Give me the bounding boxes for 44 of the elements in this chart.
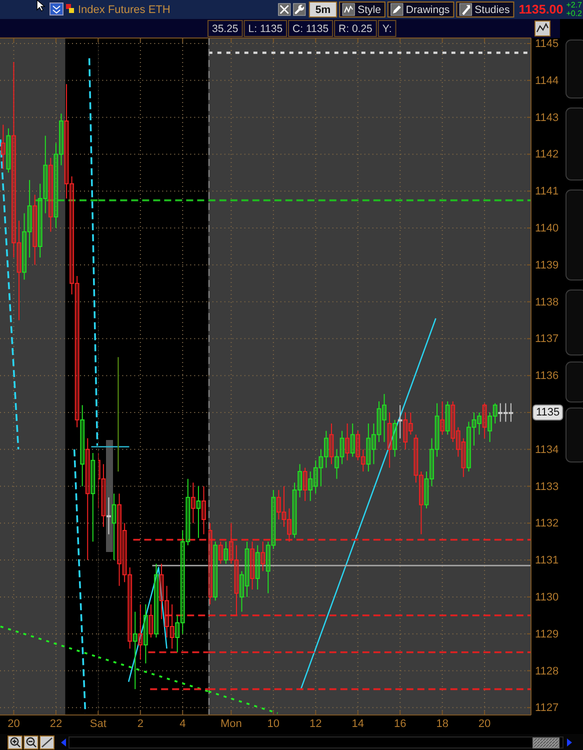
y-tick-label: 1137 — [535, 333, 559, 346]
x-tick-label: Mon — [220, 718, 242, 730]
y-tick-label: 1139 — [535, 259, 559, 272]
x-tick-label: 12 — [310, 718, 322, 730]
text: Drawings — [406, 4, 450, 16]
y-tick-label: 1130 — [535, 591, 559, 604]
text: Studies — [474, 4, 510, 16]
x-tick-label: Sat — [90, 718, 106, 730]
x-tick-label: 16 — [394, 718, 406, 730]
text: 35.25 — [212, 22, 238, 35]
y-tick-label: 1138 — [535, 296, 559, 308]
text: L: 1135 — [248, 22, 283, 35]
text: Y: — [382, 22, 392, 35]
y-tick-label: 1129 — [535, 628, 559, 640]
y-tick-label: 1140 — [535, 222, 559, 235]
y-tick-label: 1141 — [535, 186, 559, 198]
text: C: 1135 — [292, 22, 329, 35]
x-tick-label: 2 — [137, 718, 144, 730]
y-tick-label: 1145 — [535, 38, 559, 50]
y-tick-label: 1133 — [535, 480, 559, 493]
text: 5m — [315, 4, 331, 16]
text: +0.2 — [566, 9, 583, 18]
x-tick-label: 10 — [267, 718, 280, 730]
text: 1135.00 — [518, 2, 564, 16]
text: R: 0.25 — [338, 22, 373, 35]
y-tick-label: 1144 — [535, 74, 559, 87]
y-tick-label: 1134 — [535, 444, 559, 456]
x-tick-label: 14 — [352, 718, 364, 730]
y-tick-label: 1132 — [535, 518, 559, 530]
x-tick-label: 20 — [478, 718, 491, 730]
annotation: 1135 — [536, 406, 560, 418]
text: Style — [358, 4, 382, 16]
y-tick-label: 1127 — [535, 702, 559, 714]
x-tick-label: 20 — [8, 718, 20, 730]
y-tick-label: 1142 — [535, 148, 559, 161]
text: Index Futures ETH — [78, 4, 170, 16]
x-tick-label: 22 — [50, 718, 62, 730]
x-tick-label: 4 — [180, 718, 186, 730]
y-tick-label: 1131 — [535, 554, 559, 567]
x-tick-label: 18 — [436, 718, 448, 730]
y-tick-label: 1128 — [535, 665, 559, 678]
text: +2.7 — [566, 0, 583, 10]
y-tick-label: 1136 — [535, 370, 559, 382]
y-tick-label: 1143 — [535, 112, 559, 124]
